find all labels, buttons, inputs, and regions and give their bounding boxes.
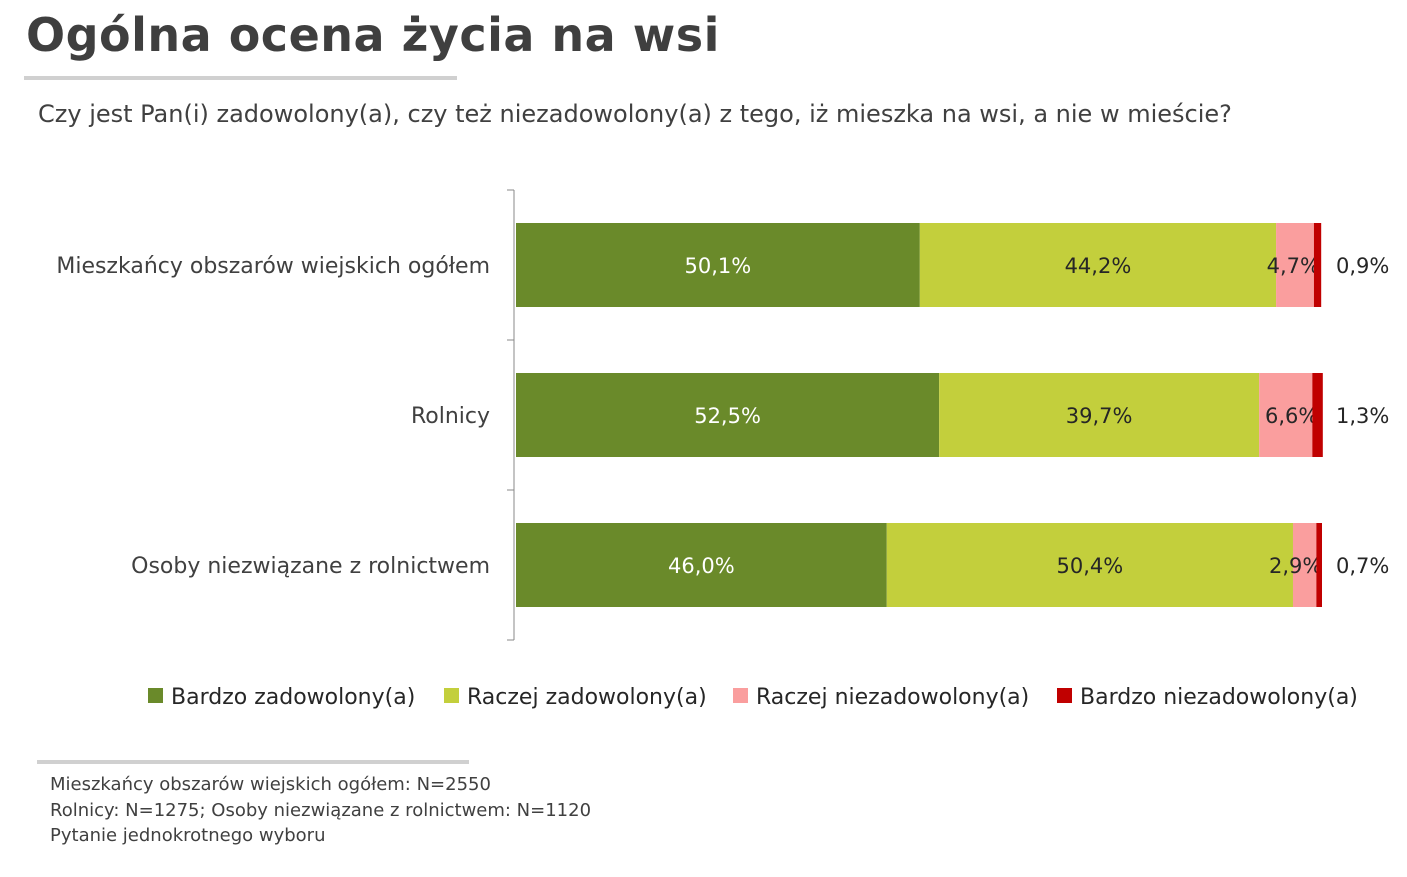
data-label: 44,2% <box>1065 254 1132 278</box>
legend-label: Bardzo zadowolony(a) <box>171 685 415 710</box>
data-label: 4,7% <box>1267 254 1320 278</box>
data-label: 39,7% <box>1066 404 1133 428</box>
footnote-line: Mieszkańcy obszarów wiejskich ogółem: N=… <box>50 774 491 795</box>
data-label: 0,9% <box>1336 254 1389 278</box>
bar-segment <box>919 223 1277 307</box>
data-label: 50,1% <box>685 254 752 278</box>
footnote-line: Pytanie jednokrotnego wyboru <box>50 825 326 846</box>
page-title: Ogólna ocena życia na wsi <box>26 8 720 62</box>
data-label: 2,9% <box>1269 554 1322 578</box>
category-label: Rolnicy <box>411 404 490 429</box>
legend-swatch <box>148 688 163 703</box>
category-label: Mieszkańcy obszarów wiejskich ogółem <box>56 254 490 279</box>
bar-segment <box>1316 523 1322 607</box>
bar-segment <box>886 523 1293 607</box>
bar-segment <box>1259 373 1313 457</box>
data-label: 6,6% <box>1265 404 1318 428</box>
title-divider <box>24 76 457 80</box>
footnote-line: Rolnicy: N=1275; Osoby niezwiązane z rol… <box>50 800 592 821</box>
data-label: 1,3% <box>1336 404 1389 428</box>
legend-label: Raczej niezadowolony(a) <box>756 685 1029 710</box>
legend-label: Bardzo niezadowolony(a) <box>1080 685 1358 710</box>
data-label: 50,4% <box>1057 554 1124 578</box>
bar-segment <box>516 523 887 607</box>
legend-label: Raczej zadowolony(a) <box>467 685 707 710</box>
bar-segment <box>516 223 920 307</box>
footnote-divider <box>37 760 469 764</box>
data-label: 52,5% <box>694 404 761 428</box>
data-label: 0,7% <box>1336 554 1389 578</box>
data-label: 46,0% <box>668 554 735 578</box>
category-label: Osoby niezwiązane z rolnictwem <box>131 554 490 579</box>
bar-segment <box>939 373 1260 457</box>
bar-segment <box>1276 223 1314 307</box>
bar-segment <box>516 373 940 457</box>
bar-segment <box>1313 223 1322 307</box>
question-text: Czy jest Pan(i) zadowolony(a), czy też n… <box>38 100 1232 128</box>
legend-swatch <box>1057 688 1072 703</box>
bar-segment <box>1312 373 1323 457</box>
legend-swatch <box>444 688 459 703</box>
bar-segment <box>1292 523 1317 607</box>
legend-swatch <box>733 688 748 703</box>
